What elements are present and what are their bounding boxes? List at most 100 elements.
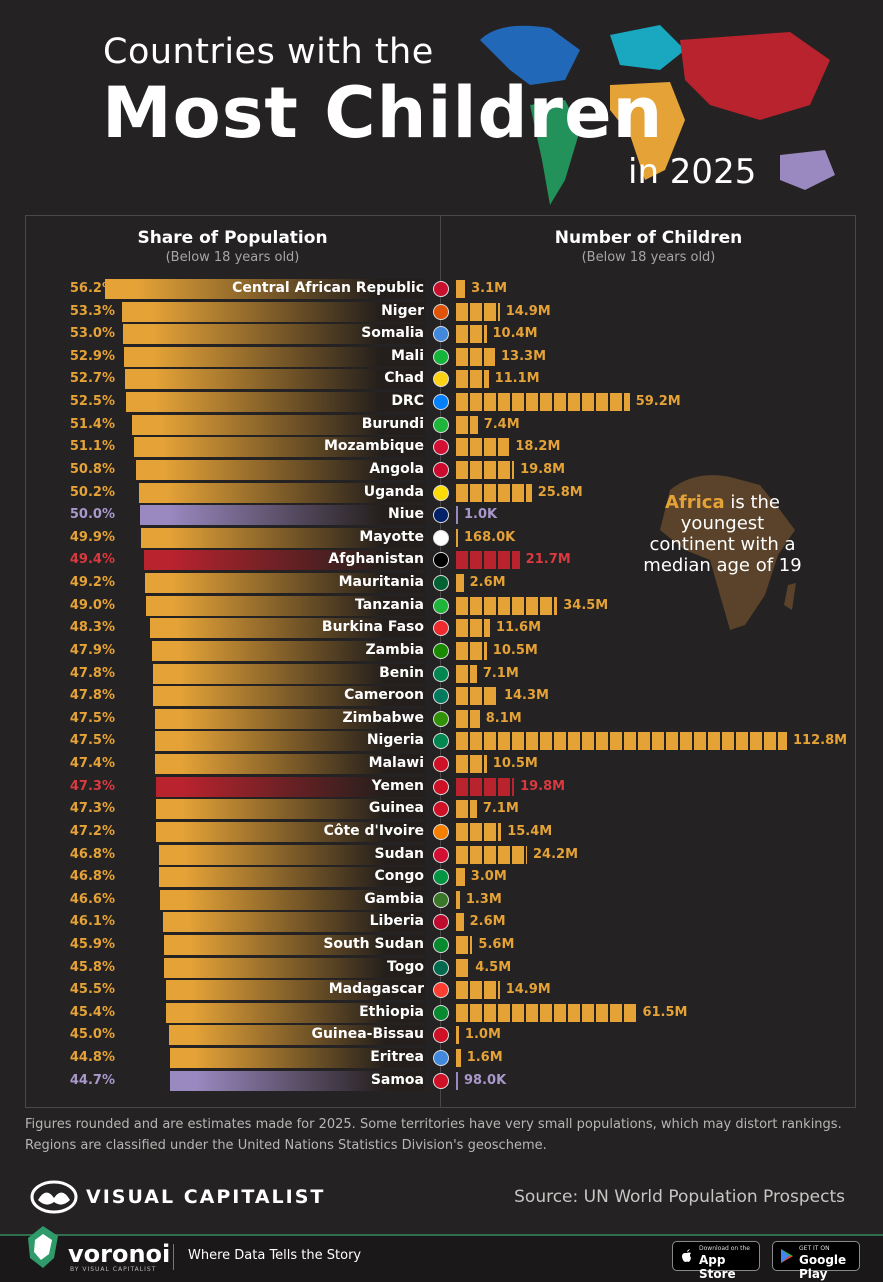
share-label: 45.0%	[69, 1027, 115, 1042]
country-name: Mozambique	[323, 438, 424, 454]
children-bar	[456, 1004, 637, 1022]
country-flag-icon	[433, 507, 449, 523]
africa-annotation-text: is the youngest continent with a median …	[643, 492, 802, 576]
children-value-label: 5.6M	[478, 937, 515, 952]
country-flag-icon	[433, 847, 449, 863]
country-flag-icon	[433, 733, 449, 749]
share-bar	[144, 573, 425, 593]
table-row: 53.0% Somalia 10.4M	[0, 323, 883, 345]
source-text: Source: UN World Population Prospects	[514, 1187, 845, 1207]
right-header: Number of Children (Below 18 years old)	[441, 228, 856, 265]
country-flag-icon	[433, 1073, 449, 1089]
share-label: 53.0%	[69, 326, 115, 341]
google-play-button[interactable]: GET IT ON Google Play	[772, 1241, 860, 1281]
country-flag-icon	[433, 643, 449, 659]
share-bar	[152, 686, 425, 706]
share-label: 47.3%	[69, 779, 115, 794]
share-bar	[155, 777, 425, 797]
share-label: 44.8%	[69, 1050, 115, 1065]
country-flag-icon	[433, 575, 449, 591]
title-line-3: in 2025	[628, 152, 757, 192]
share-label: 45.4%	[69, 1005, 115, 1020]
country-flag-icon	[433, 756, 449, 772]
table-row: 47.8% Cameroon 14.3M	[0, 685, 883, 707]
country-name: Zimbabwe	[342, 710, 424, 726]
share-bar	[166, 1003, 425, 1023]
children-bar	[456, 484, 532, 502]
footnote-line-1: Figures rounded and are estimates made f…	[25, 1117, 842, 1132]
country-flag-icon	[433, 394, 449, 410]
share-label: 49.0%	[69, 598, 115, 613]
table-row: 47.3% Guinea 7.1M	[0, 798, 883, 820]
country-flag-icon	[433, 982, 449, 998]
share-label: 52.5%	[69, 394, 115, 409]
app-store-small-text: Download on the	[699, 1245, 750, 1252]
share-bar	[164, 958, 425, 978]
children-value-label: 19.8M	[520, 779, 566, 794]
share-bar	[155, 754, 425, 774]
children-bar	[456, 732, 787, 750]
children-value-label: 3.1M	[471, 281, 508, 296]
share-bar	[123, 347, 425, 367]
children-bar	[456, 280, 466, 298]
share-bar	[163, 935, 425, 955]
country-flag-icon	[433, 349, 449, 365]
country-flag-icon	[433, 1050, 449, 1066]
children-value-label: 14.3M	[503, 688, 549, 703]
share-bar	[170, 1071, 425, 1091]
share-label: 44.7%	[69, 1073, 115, 1088]
country-name: South Sudan	[323, 936, 424, 952]
country-flag-icon	[433, 711, 449, 727]
visual-capitalist-logo-icon	[30, 1180, 78, 1214]
share-label: 46.1%	[69, 914, 115, 929]
country-name: Côte d'Ivoire	[323, 823, 424, 839]
share-label: 47.8%	[69, 666, 115, 681]
children-value-label: 98.0K	[464, 1073, 507, 1088]
share-bar	[152, 664, 425, 684]
table-row: 46.8% Sudan 24.2M	[0, 844, 883, 866]
table-row: 46.8% Congo 3.0M	[0, 866, 883, 888]
share-label: 45.8%	[69, 960, 115, 975]
table-row: 49.0% Tanzania 34.5M	[0, 595, 883, 617]
country-name: Nigeria	[366, 732, 424, 748]
country-flag-icon	[433, 485, 449, 501]
share-bar	[139, 483, 425, 503]
children-bar	[456, 868, 465, 886]
voronoi-wordmark[interactable]: voronoi	[68, 1240, 171, 1268]
country-name: Chad	[384, 370, 424, 386]
country-name: Liberia	[369, 913, 424, 929]
children-value-label: 7.1M	[482, 666, 519, 681]
share-bar	[123, 324, 425, 344]
country-name: Yemen	[371, 778, 424, 794]
right-header-title: Number of Children	[554, 228, 743, 248]
share-bar	[145, 596, 425, 616]
table-row: 48.3% Burkina Faso 11.6M	[0, 617, 883, 639]
country-name: Ethiopia	[359, 1004, 424, 1020]
app-store-button[interactable]: Download on the App Store	[672, 1241, 760, 1281]
share-label: 51.4%	[69, 417, 115, 432]
share-bar	[169, 1048, 425, 1068]
share-label: 50.0%	[69, 507, 115, 522]
children-value-label: 1.3M	[465, 892, 502, 907]
table-row: 47.2% Côte d'Ivoire 15.4M	[0, 821, 883, 843]
children-value-label: 18.2M	[515, 439, 561, 454]
share-label: 48.3%	[69, 620, 115, 635]
share-label: 49.4%	[69, 552, 115, 567]
children-value-label: 4.5M	[475, 960, 512, 975]
country-flag-icon	[433, 620, 449, 636]
children-value-label: 14.9M	[505, 304, 551, 319]
country-name: Zambia	[365, 642, 424, 658]
country-flag-icon	[433, 779, 449, 795]
panel-divider	[440, 216, 441, 1107]
country-name: Niue	[388, 506, 424, 522]
children-value-label: 24.2M	[533, 847, 579, 862]
children-value-label: 19.8M	[520, 462, 566, 477]
country-name: Burkina Faso	[321, 619, 424, 635]
children-value-label: 13.3M	[501, 349, 547, 364]
country-name: Eritrea	[370, 1049, 424, 1065]
share-label: 46.8%	[69, 869, 115, 884]
share-label: 52.9%	[69, 349, 115, 364]
country-flag-icon	[433, 869, 449, 885]
table-row: 47.4% Malawi 10.5M	[0, 753, 883, 775]
share-label: 47.5%	[69, 711, 115, 726]
